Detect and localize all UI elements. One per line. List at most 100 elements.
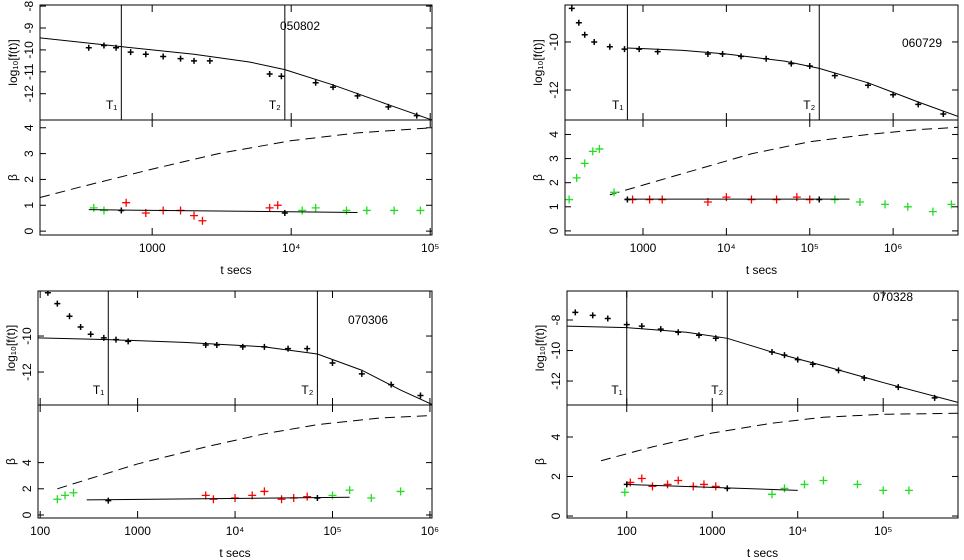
y-tick-label: 2 [20, 485, 34, 492]
data-point [278, 73, 285, 80]
annotation: 060729 [902, 36, 942, 50]
data-point [329, 360, 336, 367]
fit-line [88, 209, 358, 214]
data-point [298, 206, 307, 215]
data-point [722, 193, 731, 202]
data-point [572, 173, 581, 182]
y-tick-label: 2 [549, 473, 563, 480]
y-tick-label: 1 [22, 202, 36, 209]
y-tick-label: -10 [22, 41, 36, 59]
y-tick-label: 0 [22, 227, 36, 234]
data-point [303, 492, 312, 501]
data-point [792, 193, 801, 202]
frame [564, 4, 959, 121]
model-curve [600, 412, 958, 462]
x-axis-label: t secs [746, 263, 777, 277]
fit-line [627, 47, 958, 117]
vline-label: T₁ [106, 98, 117, 112]
y-axis-label: β [6, 174, 20, 181]
y-tick-label: 4 [549, 433, 563, 440]
fit-line [86, 496, 350, 501]
data-point [281, 210, 288, 217]
y-tick-label: 2 [22, 176, 36, 183]
data-point [277, 495, 286, 504]
data-point [53, 495, 62, 504]
x-tick-label: 10⁶ [884, 241, 902, 255]
data-point [853, 480, 862, 489]
data-point [881, 200, 890, 209]
y-axis-label: β [531, 174, 545, 181]
vline-label: T₂ [301, 383, 313, 397]
data-point [568, 5, 575, 12]
data-point [904, 486, 913, 495]
x-tick-label: 100 [617, 524, 637, 538]
data-point [767, 490, 776, 499]
data-point [788, 60, 795, 67]
data-point [201, 491, 210, 500]
data-point [85, 44, 92, 51]
data-point [99, 206, 108, 215]
data-point [61, 491, 70, 500]
data-point [160, 53, 167, 60]
model-curve [609, 126, 958, 196]
data-point [663, 480, 672, 489]
data-point [345, 486, 354, 495]
data-point [572, 309, 579, 316]
data-point [780, 484, 789, 493]
x-tick-label: 10⁴ [717, 241, 736, 255]
data-point [606, 43, 613, 50]
data-point [390, 206, 399, 215]
data-point [637, 474, 646, 483]
y-tick-label: 0 [20, 511, 34, 518]
data-point [358, 370, 365, 377]
y-tick-label: -10 [20, 327, 34, 345]
data-point [198, 216, 207, 225]
y-axis-label: β [533, 458, 547, 465]
y-tick-label: 4 [22, 124, 36, 131]
data-point [206, 57, 213, 64]
data-point [831, 72, 838, 79]
data-point [565, 195, 574, 204]
frame [39, 119, 433, 236]
annotation: 050802 [280, 19, 320, 33]
data-point [54, 300, 61, 307]
fit-line [567, 325, 958, 403]
y-axis-label: β [4, 458, 18, 465]
data-point [674, 476, 683, 485]
data-point [213, 342, 220, 349]
vline-label: T₁ [612, 98, 623, 112]
data-point [621, 46, 628, 53]
x-axis-label: t secs [219, 546, 250, 560]
x-tick-label: 10⁴ [788, 524, 807, 538]
vline-label: T₂ [803, 98, 815, 112]
y-tick-label: 3 [547, 155, 561, 162]
x-tick-label: 1000 [699, 524, 726, 538]
data-point [77, 324, 84, 331]
data-point [190, 211, 199, 220]
data-point [265, 203, 274, 212]
data-point [809, 361, 816, 368]
data-point [312, 79, 319, 86]
data-point [591, 38, 598, 45]
data-point [69, 488, 78, 497]
vline-label: T₂ [269, 98, 281, 112]
data-point [100, 42, 107, 49]
x-axis-label: t secs [220, 263, 251, 277]
data-point [800, 480, 809, 489]
vline-label: T₂ [711, 383, 723, 397]
y-tick-label: -10 [547, 33, 561, 51]
data-point [273, 201, 282, 210]
annotation: 070328 [873, 290, 913, 304]
y-tick-label: -12 [20, 363, 34, 381]
frame [566, 404, 959, 519]
y-tick-label: 1 [547, 203, 561, 210]
data-point [304, 345, 311, 352]
data-point [595, 144, 604, 153]
data-point [711, 482, 720, 491]
y-tick-label: -10 [549, 342, 563, 360]
plot-area [568, 5, 958, 117]
data-point [580, 159, 589, 168]
frame [566, 290, 959, 406]
y-tick-label: 2 [547, 179, 561, 186]
